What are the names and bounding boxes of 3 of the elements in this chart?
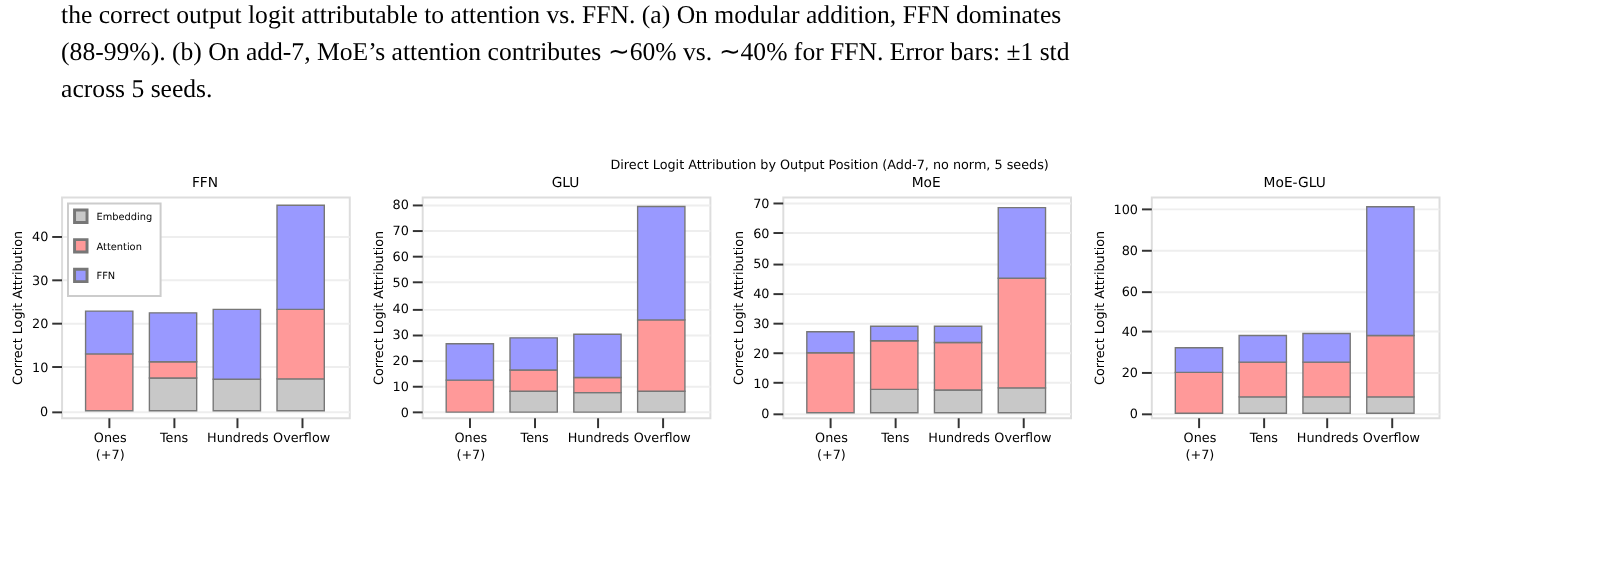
- text: across 5 seeds.: [61, 74, 213, 103]
- text: (88-99%). (b) On add-7, MoE’s attention contributes ∼60% vs. ∼40% for FFN. Error bars: ±1 std: [61, 38, 1071, 66]
- text: the correct output logit attributable to attention vs. FFN. (a) On modular addition, FFN dominates: [61, 1, 1062, 30]
